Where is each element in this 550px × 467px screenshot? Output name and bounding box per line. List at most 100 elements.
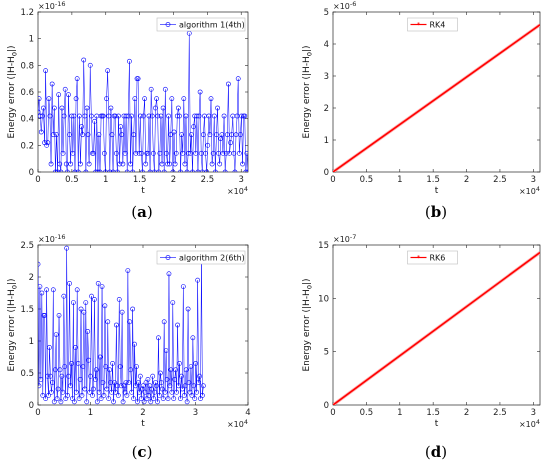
legend: algorithm 1(4th) [156, 17, 246, 32]
y-tick-label: 0 [29, 168, 34, 178]
data-point [40, 392, 46, 398]
data-point [236, 150, 242, 156]
data-point [103, 364, 109, 369]
x-tick-label: 0 [35, 408, 40, 418]
data-point [91, 150, 96, 156]
data-point [156, 169, 162, 172]
data-point [59, 373, 65, 379]
data-point [126, 380, 132, 385]
data-point [145, 376, 151, 382]
x-tick-label: 2 [464, 408, 469, 418]
panel-letter: b [431, 203, 442, 221]
data-point [47, 113, 53, 119]
data-point [56, 92, 62, 98]
data-point [108, 105, 114, 111]
y-tick-label: 3 [324, 72, 329, 82]
x-tick-label: 2.5 [493, 408, 507, 418]
data-point [73, 389, 79, 395]
data-point [163, 150, 169, 156]
data-point [58, 169, 64, 172]
y-scale-base: ×10 [38, 2, 55, 11]
y-scale-exponent: -16 [55, 0, 66, 8]
data-point [155, 113, 161, 119]
data-point [142, 96, 148, 102]
data-point [142, 389, 148, 395]
y-axis-label-end: |) [302, 45, 312, 52]
y-axis-label-sub: 0 [306, 52, 314, 56]
data-point [38, 129, 44, 135]
data-point [38, 383, 42, 389]
data-point [193, 360, 199, 366]
x-axis-label: t [141, 186, 145, 196]
data-point [124, 392, 130, 398]
y-axis-label-main: Energy error (|H-H [7, 56, 17, 138]
data-point [168, 132, 174, 138]
data-point [221, 113, 227, 119]
data-point [117, 161, 123, 167]
y-scale-exponent: -6 [350, 0, 356, 8]
y-axis-label-sub: 0 [306, 285, 314, 289]
data-point [112, 113, 118, 119]
data-point [211, 113, 217, 119]
data-point [223, 150, 229, 156]
data-point [68, 161, 74, 167]
y-axis-label: Energy error (|H-H0|) [7, 278, 19, 371]
data-point [173, 150, 179, 156]
data-point [219, 132, 225, 138]
y-tick-label: 1 [29, 337, 34, 347]
legend-swatch-marker [165, 255, 171, 260]
data-point [194, 113, 200, 119]
data-point [128, 367, 134, 373]
data-point [192, 396, 198, 401]
data-point [116, 113, 121, 119]
data-point [186, 380, 192, 385]
panel-caption: (c) [132, 443, 153, 461]
data-point [88, 373, 93, 379]
y-tick-label: 0.2 [20, 141, 34, 151]
data-point [175, 105, 181, 111]
data-point [183, 113, 189, 119]
data-point [196, 380, 201, 385]
data-point [131, 132, 137, 138]
data-point [113, 322, 119, 328]
data-point [228, 140, 233, 146]
plot-area [37, 244, 249, 406]
data-point [169, 96, 175, 102]
data-point [204, 169, 210, 172]
data-point [157, 370, 163, 376]
series-line [38, 33, 248, 172]
data-point [189, 392, 195, 398]
x-scale-exponent: 4 [536, 418, 540, 426]
data-point [120, 161, 126, 167]
data-point [210, 150, 216, 156]
data-point [161, 319, 167, 325]
data-point [145, 150, 151, 156]
x-axis-label: t [435, 186, 439, 196]
data-point [49, 81, 55, 87]
data-point [203, 150, 208, 156]
legend-entry: algorithm 1(4th) [179, 21, 245, 30]
data-point [235, 76, 241, 82]
data-point [107, 367, 113, 373]
data-point [85, 328, 91, 334]
y-tick-label: 2.5 [20, 241, 34, 251]
data-point [45, 373, 50, 379]
data-point [242, 113, 248, 119]
data-point [232, 169, 238, 172]
x-tick-label: 2.5 [201, 175, 215, 185]
data-point [167, 161, 173, 167]
data-point [67, 280, 72, 286]
data-point [188, 364, 194, 369]
data-point [73, 96, 79, 102]
data-point [53, 332, 59, 337]
data-point [44, 142, 50, 148]
x-tick-label: 3 [531, 408, 536, 418]
data-point [66, 92, 71, 98]
data-point [180, 150, 186, 156]
legend-box [156, 17, 246, 32]
data-point [146, 392, 152, 398]
y-tick-label: 1 [324, 136, 329, 146]
y-axis-label-end: |) [7, 278, 17, 285]
x-scale-exponent: 4 [244, 185, 248, 193]
data-point [153, 380, 158, 385]
